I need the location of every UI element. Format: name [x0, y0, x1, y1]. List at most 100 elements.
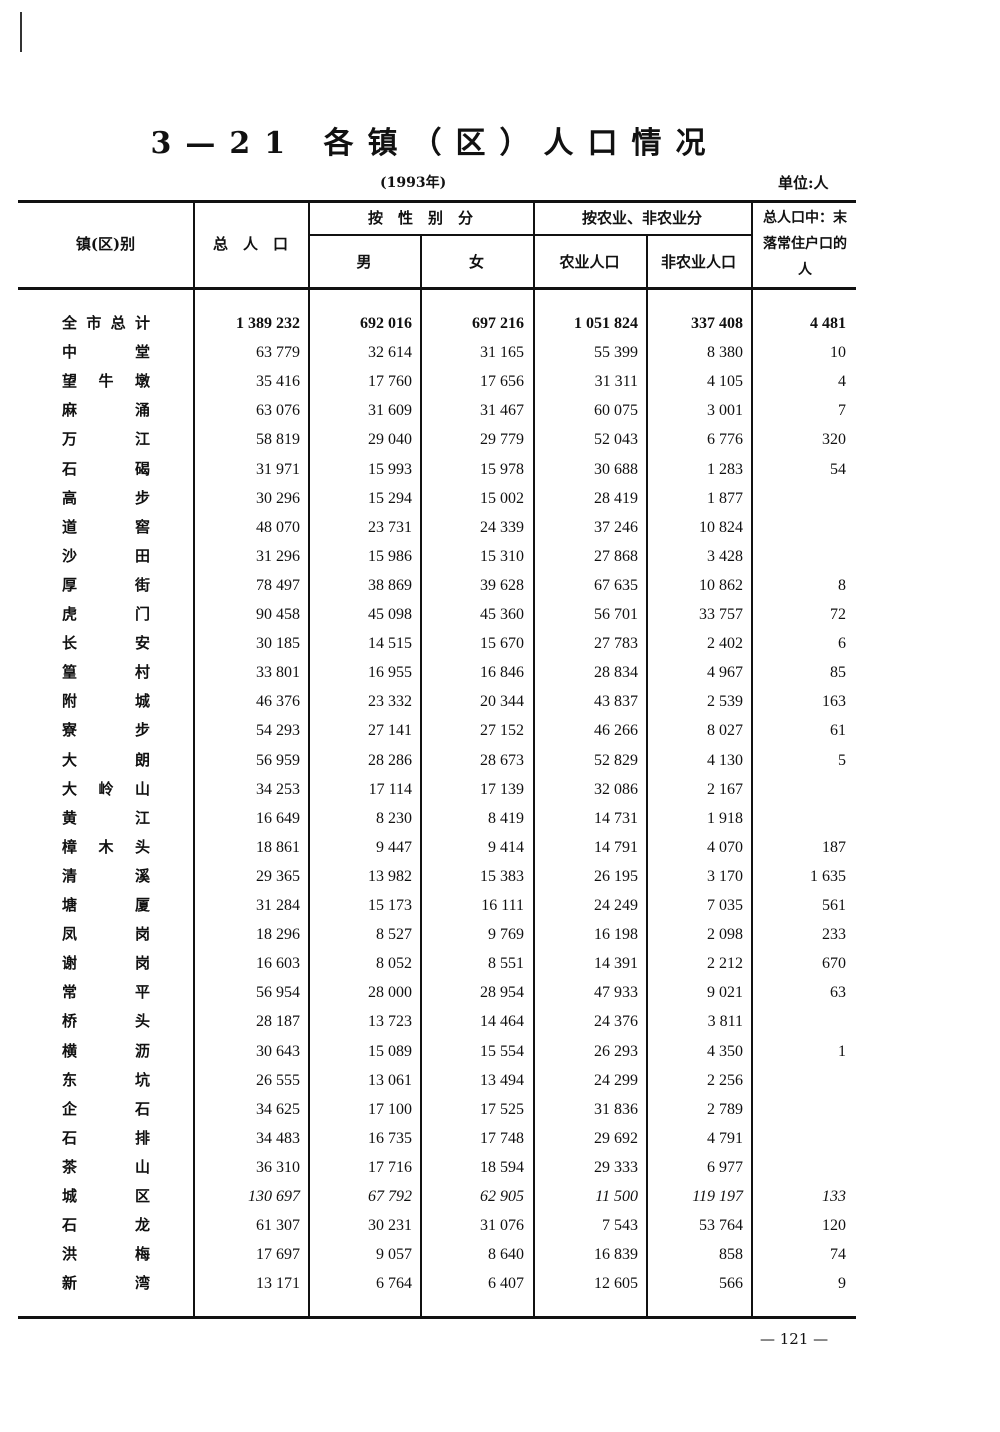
cell-agri: 46 266 [594, 722, 638, 740]
cell-total: 35 416 [256, 373, 300, 391]
cell-nonagri: 4 967 [707, 664, 743, 682]
cell-male: 32 614 [368, 344, 412, 362]
table-row: 塘厦 31 284 15 173 16 111 24 249 7 035 561 [18, 891, 856, 920]
cell-nonagri: 3 811 [707, 1013, 743, 1031]
cell-nonagri: 10 824 [699, 518, 743, 536]
town-name: 洪梅 [62, 1245, 150, 1264]
town-name: 新湾 [62, 1274, 150, 1293]
cell-total: 18 296 [256, 926, 300, 944]
town-name: 大朗 [62, 750, 150, 769]
town-name: 凤岗 [62, 925, 150, 944]
cell-male: 28 000 [368, 984, 412, 1002]
cell-total: 56 959 [256, 751, 300, 769]
column-divider [533, 202, 535, 1317]
cell-agri: 12 605 [594, 1275, 638, 1293]
cell-female: 16 846 [480, 664, 524, 682]
cell-nonagri: 2 402 [707, 635, 743, 653]
cell-agri: 24 299 [594, 1071, 638, 1089]
town-name: 虎门 [62, 605, 150, 623]
cell-total: 18 861 [256, 838, 300, 856]
cell-female: 24 339 [480, 518, 524, 536]
cell-nonagri: 337 408 [691, 315, 743, 332]
cell-female: 14 464 [480, 1013, 524, 1031]
cell-agri: 32 086 [594, 780, 638, 798]
cell-female: 39 628 [480, 576, 524, 594]
cell-agri: 52 829 [594, 751, 638, 769]
table-row: 虎门 90 458 45 098 45 360 56 701 33 757 72 [18, 600, 856, 629]
table-row: 麻涌 63 076 31 609 31 467 60 075 3 001 7 [18, 396, 856, 425]
cell-unreg: 233 [822, 926, 846, 944]
cell-agri: 29 333 [594, 1158, 638, 1176]
cell-total: 54 293 [256, 722, 300, 740]
cell-unreg: 8 [838, 576, 846, 594]
cell-female: 28 954 [480, 984, 524, 1002]
town-name: 麻涌 [62, 401, 150, 420]
cell-nonagri: 1 877 [707, 489, 743, 507]
cell-unreg: 9 [838, 1275, 846, 1293]
town-name: 黄江 [62, 808, 150, 827]
cell-male: 6 764 [376, 1275, 412, 1293]
cell-agri: 16 198 [594, 926, 638, 944]
cell-nonagri: 10 862 [699, 576, 743, 594]
cell-total: 58 819 [256, 431, 300, 449]
cell-male: 31 609 [368, 402, 412, 420]
cell-female: 15 310 [480, 547, 524, 565]
cell-male: 13 982 [368, 867, 412, 885]
cell-total: 34 625 [256, 1100, 300, 1118]
cell-agri: 29 692 [594, 1129, 638, 1147]
town-name: 茶山 [62, 1157, 150, 1176]
cell-female: 17 748 [480, 1129, 524, 1147]
cell-female: 18 594 [480, 1158, 524, 1176]
cell-female: 8 551 [488, 955, 524, 973]
page-number: — 121 — [760, 1330, 829, 1348]
cell-nonagri: 3 428 [707, 547, 743, 565]
cell-agri: 27 783 [594, 635, 638, 653]
table-top-rule [18, 200, 856, 203]
header-total: 总 人 口 [212, 235, 288, 253]
table-row: 东坑 26 555 13 061 13 494 24 299 2 256 [18, 1066, 856, 1095]
cell-nonagri: 8 380 [707, 344, 743, 362]
town-name: 樟木头 [62, 837, 150, 856]
town-name: 横沥 [62, 1041, 150, 1060]
cell-nonagri: 858 [719, 1246, 743, 1264]
cell-female: 27 152 [480, 722, 524, 740]
cell-female: 28 673 [480, 751, 524, 769]
cell-agri: 28 419 [594, 489, 638, 507]
cell-total: 16 603 [256, 955, 300, 973]
cell-agri: 24 376 [594, 1013, 638, 1031]
cell-total: 78 497 [256, 576, 300, 594]
column-divider [193, 202, 195, 1317]
cell-female: 62 905 [480, 1188, 524, 1205]
town-name: 石排 [62, 1128, 150, 1147]
table-year: (1993年) [380, 175, 447, 191]
cell-nonagri: 6 977 [707, 1158, 743, 1176]
cell-agri: 37 246 [594, 518, 638, 536]
table-row: 大岭山 34 253 17 114 17 139 32 086 2 167 [18, 775, 856, 804]
cell-agri: 27 868 [594, 547, 638, 565]
cell-female: 17 525 [480, 1100, 524, 1118]
town-name: 桥头 [62, 1012, 150, 1031]
cell-total: 30 296 [256, 489, 300, 507]
table-row: 石碣 31 971 15 993 15 978 30 688 1 283 54 [18, 455, 856, 484]
cell-nonagri: 4 130 [707, 751, 743, 769]
cell-female: 15 002 [480, 489, 524, 507]
cell-agri: 1 051 824 [574, 315, 638, 332]
cell-agri: 14 791 [594, 838, 638, 856]
cell-female: 17 656 [480, 373, 524, 391]
cell-agri: 31 836 [594, 1100, 638, 1118]
cell-female: 9 414 [488, 838, 524, 856]
header-male: 男 [356, 253, 372, 271]
cell-agri: 31 311 [594, 373, 638, 391]
cell-nonagri: 2 212 [707, 955, 743, 973]
cell-male: 8 527 [376, 926, 412, 944]
cell-male: 13 061 [368, 1071, 412, 1089]
table-row: 茶山 36 310 17 716 18 594 29 333 6 977 [18, 1153, 856, 1182]
cell-male: 13 723 [368, 1013, 412, 1031]
cell-male: 14 515 [368, 635, 412, 653]
cell-agri: 11 500 [595, 1188, 638, 1205]
cell-agri: 24 249 [594, 897, 638, 914]
cell-female: 20 344 [480, 693, 524, 711]
cell-agri: 52 043 [594, 431, 638, 449]
cell-unreg: 7 [838, 402, 846, 420]
cell-female: 6 407 [488, 1275, 524, 1293]
